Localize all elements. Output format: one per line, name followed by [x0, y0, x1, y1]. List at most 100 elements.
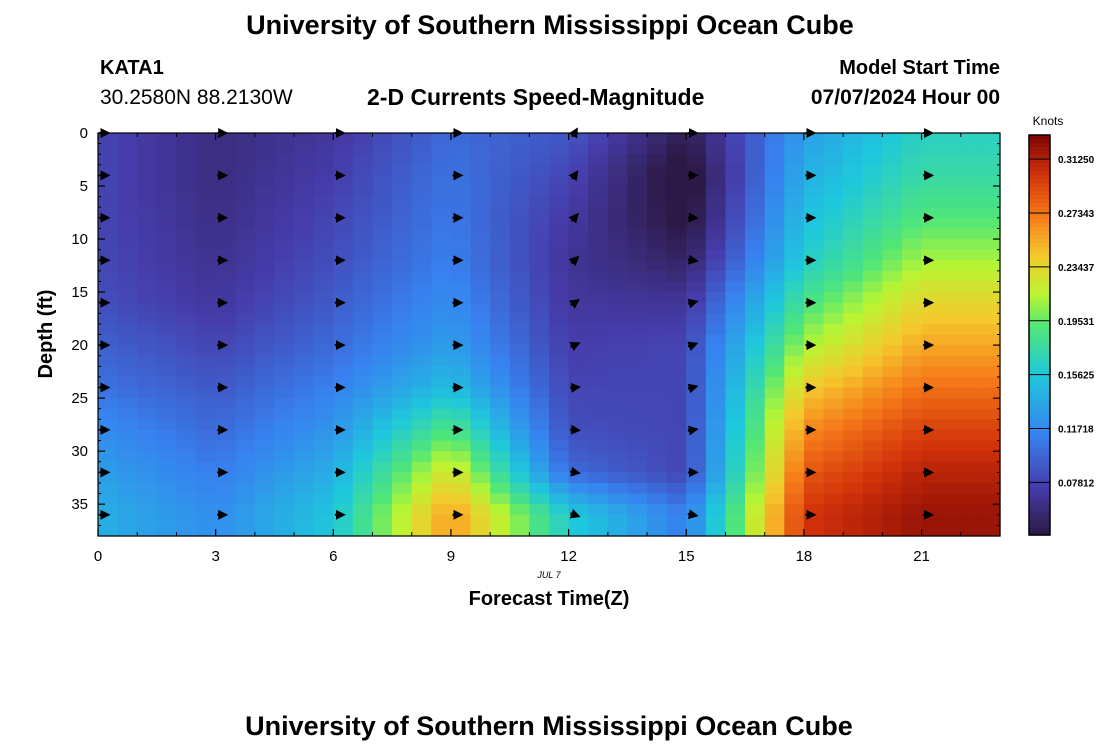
heatmap-cell: [882, 366, 903, 378]
heatmap-cell: [215, 260, 236, 272]
colorbar-band: [1029, 235, 1050, 240]
heatmap-cell: [588, 408, 609, 420]
heatmap-cell: [627, 217, 648, 230]
heatmap-cell: [725, 419, 746, 431]
heatmap-cell: [470, 482, 491, 495]
heatmap-cell: [921, 387, 942, 399]
heatmap-cell: [294, 164, 315, 177]
heatmap-cell: [901, 366, 923, 378]
y-tick-label: 0: [80, 125, 88, 142]
heatmap-cell: [549, 249, 570, 261]
heatmap-cell: [764, 482, 785, 495]
heatmap-cell: [666, 217, 687, 230]
heatmap-cell: [196, 482, 217, 495]
heatmap-cell: [941, 260, 962, 272]
heatmap-cell: [490, 429, 511, 442]
heatmap-cell: [784, 239, 805, 251]
heatmap-cell: [666, 419, 687, 431]
heatmap-cell: [882, 440, 903, 452]
heatmap-cell: [843, 525, 864, 537]
heatmap-cell: [725, 260, 746, 272]
heatmap-cell: [372, 334, 393, 346]
heatmap-cell: [254, 196, 276, 208]
heatmap-cell: [235, 313, 256, 325]
y-tick-label: 30: [71, 443, 88, 460]
heatmap-cell: [490, 239, 511, 251]
heatmap-cell: [431, 482, 452, 495]
heatmap-cell: [156, 482, 178, 495]
heatmap-cell: [215, 175, 236, 187]
heatmap-cell: [137, 387, 158, 399]
heatmap-cell: [117, 154, 138, 166]
heatmap-cell: [294, 525, 315, 537]
heatmap-cell: [411, 292, 432, 304]
heatmap-cell: [843, 408, 864, 420]
heatmap-cell: [431, 345, 452, 357]
heatmap-cell: [647, 451, 668, 463]
heatmap-cell: [490, 355, 511, 367]
heatmap-cell: [784, 514, 805, 526]
heatmap-cell: [313, 249, 334, 261]
heatmap-cell: [921, 270, 942, 283]
heatmap-cell: [745, 249, 766, 261]
heatmap-cell: [274, 504, 295, 516]
heatmap-cell: [784, 440, 805, 452]
heatmap-cell: [921, 154, 942, 166]
heatmap-cell: [921, 525, 942, 537]
heatmap-cell: [333, 525, 354, 537]
heatmap-cell: [980, 504, 1001, 516]
colorbar-tick-label: 0.31250: [1058, 155, 1095, 166]
colorbar-band: [1029, 215, 1050, 220]
heatmap-cell: [196, 323, 217, 336]
heatmap-cell: [352, 355, 374, 367]
heatmap-cell: [568, 239, 589, 251]
heatmap-cell: [666, 440, 687, 452]
heatmap-cell: [666, 461, 687, 473]
heatmap-cell: [392, 217, 413, 230]
heatmap-cell: [901, 429, 923, 442]
heatmap-cell: [98, 196, 119, 208]
heatmap-cell: [843, 440, 864, 452]
heatmap-cell: [333, 228, 354, 240]
heatmap-cell: [392, 366, 413, 378]
heatmap-cell: [745, 217, 766, 230]
heatmap-cell: [960, 504, 981, 516]
heatmap-cell: [196, 514, 217, 526]
heatmap-cell: [529, 472, 550, 484]
heatmap-cell: [254, 260, 276, 272]
heatmap-cell: [647, 514, 668, 526]
heatmap-cell: [980, 525, 1001, 537]
heatmap-cell: [176, 366, 197, 378]
heatmap-cell: [313, 504, 334, 516]
heatmap-cell: [549, 451, 570, 463]
heatmap-cell: [509, 228, 530, 240]
colorbar-band: [1029, 287, 1050, 292]
heatmap-cell: [176, 408, 197, 420]
heatmap-cell: [980, 408, 1001, 420]
heatmap-cell: [666, 270, 687, 283]
heatmap-cell: [901, 292, 923, 304]
heatmap-cell: [823, 196, 844, 208]
colorbar-band: [1029, 283, 1050, 288]
heatmap-cell: [176, 334, 197, 346]
heatmap-cell: [745, 366, 766, 378]
heatmap-cell: [882, 355, 903, 367]
heatmap-cell: [588, 217, 609, 230]
heatmap-cell: [803, 461, 825, 473]
heatmap-cell: [117, 493, 138, 505]
heatmap-cell: [725, 429, 746, 442]
heatmap-cell: [627, 387, 648, 399]
heatmap-cell: [352, 408, 374, 420]
heatmap-cell: [882, 323, 903, 336]
heatmap-cell: [98, 461, 119, 473]
heatmap-cell: [745, 323, 766, 336]
heatmap-cell: [470, 186, 491, 198]
heatmap-cell: [627, 366, 648, 378]
heatmap-cell: [627, 186, 648, 198]
colorbar-band: [1029, 319, 1050, 324]
heatmap-cell: [823, 186, 844, 198]
heatmap-cell: [568, 525, 589, 537]
heatmap-cell: [901, 260, 923, 272]
heatmap-cell: [764, 323, 785, 336]
heatmap-cell: [705, 270, 727, 283]
